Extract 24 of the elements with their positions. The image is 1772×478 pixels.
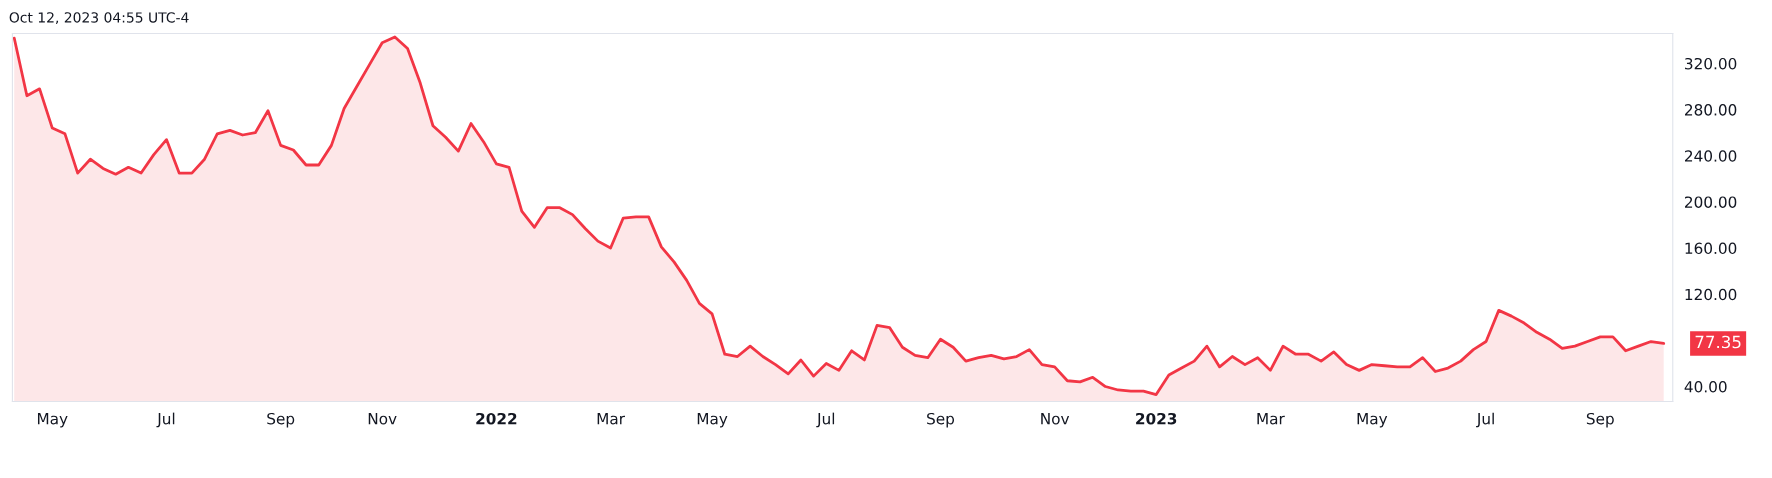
y-tick-label: 120.00 <box>1685 288 1737 301</box>
x-tick-label: Mar <box>597 413 625 425</box>
annotation: 77.35 <box>1695 335 1741 349</box>
y-tick-label: 320.00 <box>1685 57 1737 70</box>
x-tick-label: Mar <box>1257 413 1285 425</box>
x-tick-label: Sep <box>1586 412 1614 428</box>
x-tick-label: Nov <box>368 413 397 425</box>
x-tick-label: 2022 <box>476 412 517 425</box>
x-tick-label: May <box>697 413 728 428</box>
x-tick-label: Sep <box>267 412 295 428</box>
x-tick-label: Nov <box>1041 413 1070 425</box>
text: Oct 12, 2023 04:55 UTC-4 <box>9 12 189 25</box>
y-tick-label: 240.00 <box>1685 150 1737 162</box>
x-tick-label: May <box>1357 413 1388 428</box>
y-tick-label: 160.00 <box>1685 242 1737 255</box>
y-tick-label: 280.00 <box>1685 104 1737 116</box>
x-tick-label: Jul <box>156 412 175 428</box>
y-tick-label: 40.00 <box>1684 380 1727 393</box>
x-tick-label: Jul <box>1476 412 1494 428</box>
x-tick-label: May <box>37 413 68 428</box>
x-tick-label: 2023 <box>1136 412 1177 425</box>
x-tick-label: Jul <box>816 412 835 428</box>
y-tick-label: 200.00 <box>1685 196 1737 208</box>
x-tick-label: Sep <box>927 412 955 428</box>
